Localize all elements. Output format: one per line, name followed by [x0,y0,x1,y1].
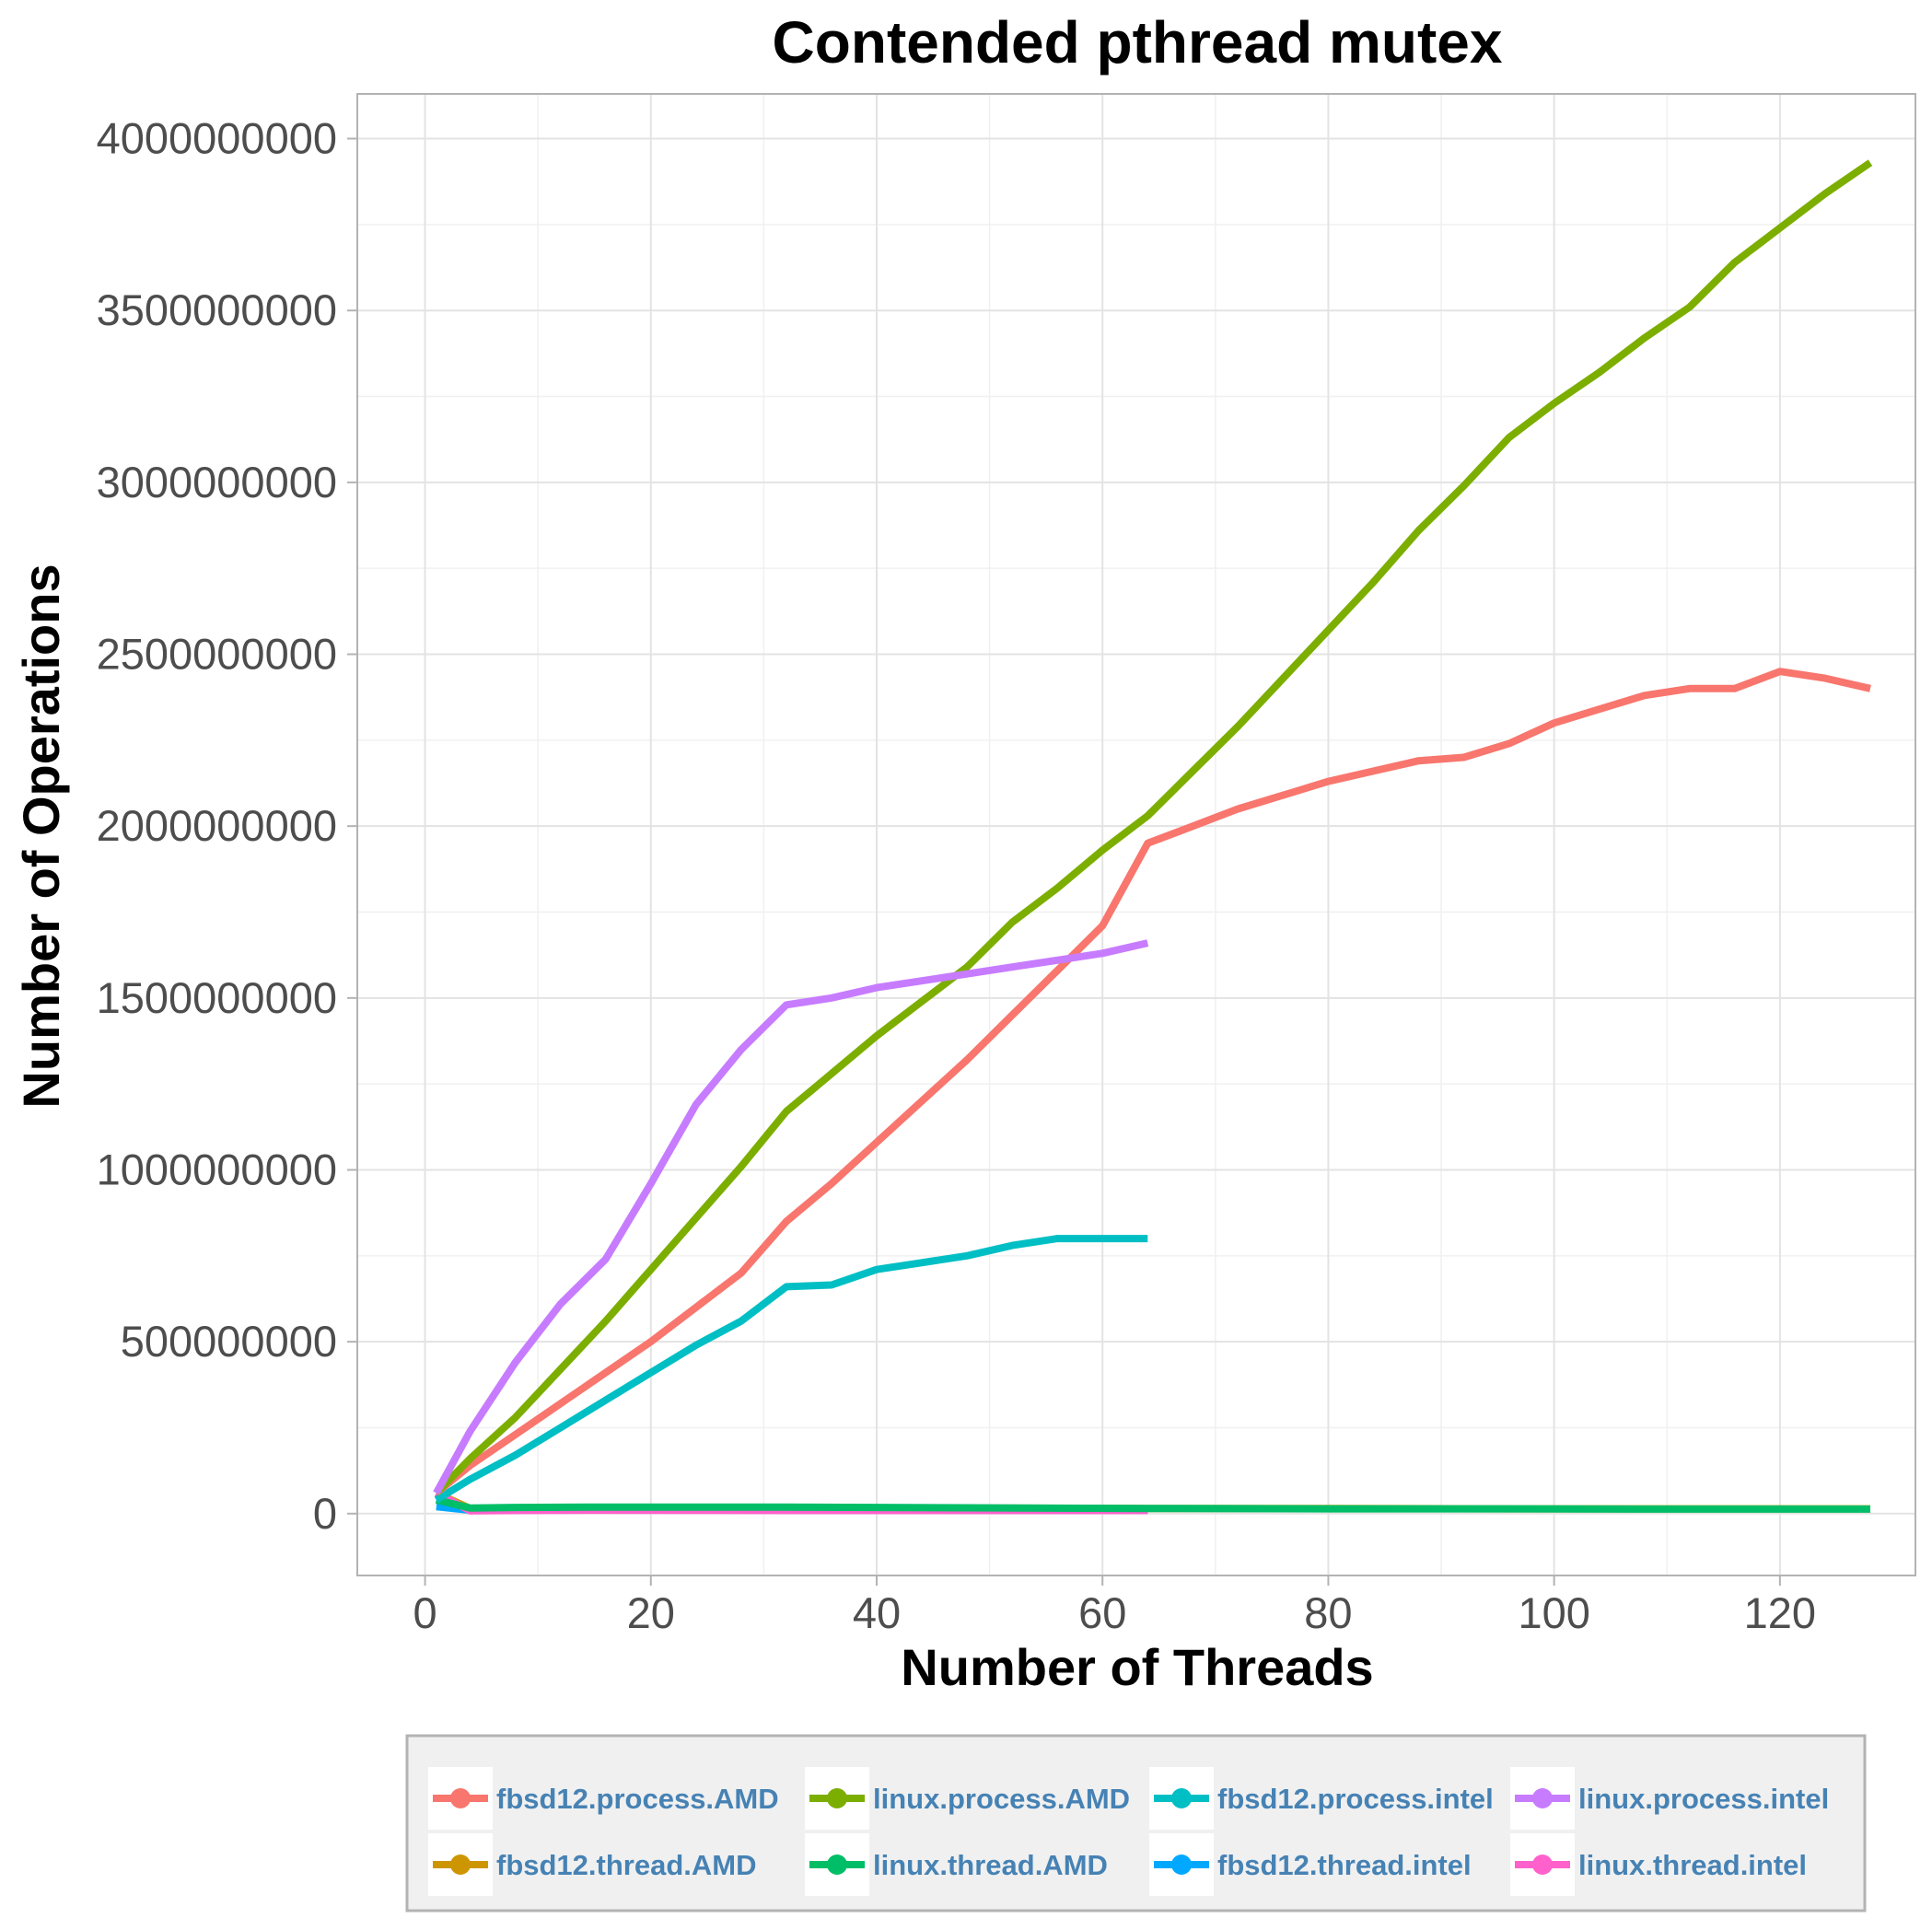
series-line-fbsd12-process-intel [434,1235,1148,1504]
y-axis: 0 500000000 1000000000 1500000000 2000000000… [97,114,357,1538]
legend-item-linux-thread-AMD: linux.thread.AMD [805,1833,1108,1896]
legend-key-point [1532,1788,1553,1808]
legend-item-fbsd12-thread-AMD: fbsd12.thread.AMD [428,1833,756,1896]
y-tick-label: 4000000000 [97,114,337,163]
legend-item-linux-process-intel: linux.process.intel [1510,1767,1829,1830]
legend-label: fbsd12.thread.AMD [496,1849,756,1881]
legend-key-point [827,1788,847,1808]
y-tick-label: 1500000000 [97,973,337,1022]
legend-label: fbsd12.thread.intel [1217,1849,1472,1881]
legend-item-fbsd12-thread-intel: fbsd12.thread.intel [1149,1833,1472,1896]
x-tick-label: 100 [1518,1588,1589,1637]
legend-key-point [827,1854,847,1875]
x-tick-label: 80 [1304,1588,1352,1637]
minor-gridlines [357,94,1915,1575]
y-axis-title: Number of Operations [12,564,70,1108]
legend-label: linux.thread.intel [1578,1849,1807,1881]
legend-label: linux.process.AMD [873,1783,1130,1815]
x-tick-label: 60 [1078,1588,1126,1637]
legend-key-point [1532,1854,1553,1875]
legend-label: linux.thread.AMD [873,1849,1108,1881]
y-tick-label: 500000000 [121,1317,337,1366]
series-line-linux-thread-AMD [435,1496,1870,1513]
chart-title: Contended pthread mutex [773,9,1503,76]
y-tick-label: 3500000000 [97,285,337,334]
x-tick-label: 20 [627,1588,675,1637]
plot-panel-border [356,93,1916,1576]
legend-key-point [1171,1854,1192,1875]
series-line-linux-process-intel [433,939,1149,1495]
legend-label: linux.process.intel [1578,1783,1829,1815]
legend-key-point [1171,1788,1192,1808]
y-tick-label: 0 [313,1489,337,1538]
x-axis: 0 20 40 60 80 100 120 [413,1575,1816,1637]
series-line-fbsd12-process-AMD [434,668,1871,1496]
legend-item-linux-process-AMD: linux.process.AMD [805,1767,1130,1830]
legend-label: fbsd12.process.AMD [496,1783,779,1815]
legend: fbsd12.process.AMD linux.process.AMD fbsd1… [405,1734,1867,1913]
series-lines [433,159,1873,1515]
legend-item-linux-thread-intel: linux.thread.intel [1510,1833,1807,1896]
series-line-linux-process-AMD [433,159,1873,1496]
y-tick-label: 2000000000 [97,801,337,850]
legend-label: fbsd12.process.intel [1217,1783,1494,1815]
y-tick-label: 3000000000 [97,458,337,506]
y-tick-label: 1000000000 [97,1145,337,1193]
legend-key-point [450,1788,471,1808]
legend-box [405,1734,1867,1913]
x-tick-label: 120 [1744,1588,1816,1637]
legend-item-fbsd12-process-intel: fbsd12.process.intel [1149,1767,1494,1830]
x-axis-title: Number of Threads [901,1638,1373,1696]
y-tick-label: 2500000000 [97,630,337,679]
x-tick-label: 0 [413,1588,436,1637]
legend-item-fbsd12-process-AMD: fbsd12.process.AMD [428,1767,779,1830]
legend-key-point [450,1854,471,1875]
x-tick-label: 40 [853,1588,901,1637]
